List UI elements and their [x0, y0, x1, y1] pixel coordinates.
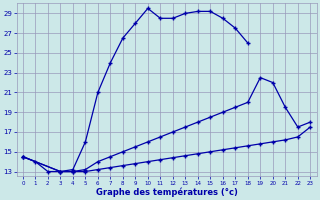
X-axis label: Graphe des températures (°c): Graphe des températures (°c) — [96, 187, 237, 197]
